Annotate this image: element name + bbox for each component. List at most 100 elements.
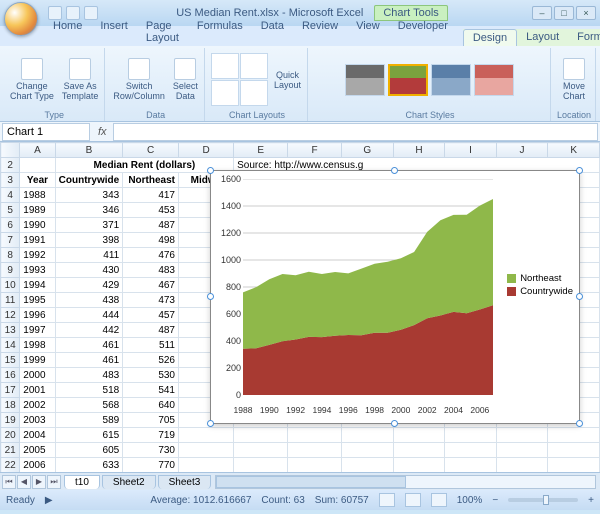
cell[interactable]: 1999: [20, 353, 55, 368]
row-header[interactable]: 14: [1, 338, 20, 353]
switch-row-col-button[interactable]: Switch Row/Column: [111, 56, 167, 103]
cell[interactable]: 473: [123, 293, 179, 308]
view-pagebreak-button[interactable]: [431, 493, 447, 507]
select-data-button[interactable]: Select Data: [171, 56, 200, 103]
chart-style-swatch[interactable]: [345, 64, 385, 96]
zoom-thumb[interactable]: [543, 495, 549, 505]
row-header[interactable]: 11: [1, 293, 20, 308]
cell[interactable]: 483: [123, 263, 179, 278]
zoom-out-button[interactable]: −: [492, 495, 498, 506]
cell[interactable]: 1990: [20, 218, 55, 233]
row-header[interactable]: 18: [1, 398, 20, 413]
column-header[interactable]: G: [341, 143, 393, 158]
row-header[interactable]: 20: [1, 428, 20, 443]
change-chart-type-button[interactable]: Change Chart Type: [8, 56, 56, 103]
row-header[interactable]: 12: [1, 308, 20, 323]
column-header[interactable]: I: [445, 143, 497, 158]
row-header[interactable]: 16: [1, 368, 20, 383]
cell[interactable]: 730: [123, 443, 179, 458]
cell[interactable]: [234, 458, 288, 473]
cell[interactable]: 1998: [20, 338, 55, 353]
cell[interactable]: 444: [55, 308, 123, 323]
row-header[interactable]: 15: [1, 353, 20, 368]
cell[interactable]: 1994: [20, 278, 55, 293]
resize-handle[interactable]: [207, 293, 214, 300]
column-header[interactable]: J: [496, 143, 548, 158]
zoom-in-button[interactable]: +: [588, 495, 594, 506]
scrollbar-thumb[interactable]: [216, 476, 405, 488]
cell[interactable]: 476: [123, 248, 179, 263]
layout-swatch[interactable]: [240, 53, 268, 79]
select-all-corner[interactable]: [1, 143, 20, 158]
cell[interactable]: 438: [55, 293, 123, 308]
cell[interactable]: 457: [123, 308, 179, 323]
cell[interactable]: 1997: [20, 323, 55, 338]
chart-style-swatch[interactable]: [431, 64, 471, 96]
resize-handle[interactable]: [207, 167, 214, 174]
cell[interactable]: 417: [123, 188, 179, 203]
row-header[interactable]: 7: [1, 233, 20, 248]
macro-record-icon[interactable]: ▶: [45, 495, 53, 506]
tab-nav-next[interactable]: ▶: [32, 475, 46, 489]
resize-handle[interactable]: [391, 167, 398, 174]
cell[interactable]: 640: [123, 398, 179, 413]
cell[interactable]: 487: [123, 218, 179, 233]
cell[interactable]: 633: [55, 458, 123, 473]
tab-home[interactable]: Home: [44, 18, 91, 46]
view-layout-button[interactable]: [405, 493, 421, 507]
worksheet-grid[interactable]: ABCDEFGHIJK2Median Rent (dollars)Source:…: [0, 142, 600, 472]
cell[interactable]: 343: [55, 188, 123, 203]
minimize-button[interactable]: –: [532, 6, 552, 20]
cell[interactable]: 518: [55, 383, 123, 398]
cell[interactable]: 541: [123, 383, 179, 398]
row-header[interactable]: 3: [1, 173, 20, 188]
cell[interactable]: 2006: [20, 458, 55, 473]
sheet-tab[interactable]: Sheet2: [102, 475, 156, 489]
resize-handle[interactable]: [207, 420, 214, 427]
tab-data[interactable]: Data: [252, 18, 293, 46]
cell[interactable]: 1992: [20, 248, 55, 263]
cell[interactable]: 442: [55, 323, 123, 338]
resize-handle[interactable]: [576, 420, 583, 427]
cell[interactable]: 615: [55, 428, 123, 443]
row-header[interactable]: 13: [1, 323, 20, 338]
cell[interactable]: 605: [55, 443, 123, 458]
cell[interactable]: 1989: [20, 203, 55, 218]
cell[interactable]: 2001: [20, 383, 55, 398]
tab-nav-last[interactable]: ⏭: [47, 475, 61, 489]
column-header[interactable]: D: [179, 143, 234, 158]
cell[interactable]: 2003: [20, 413, 55, 428]
cell[interactable]: 530: [123, 368, 179, 383]
embedded-chart[interactable]: 02004006008001000120014001600 1988199019…: [210, 170, 580, 424]
chart-style-swatch[interactable]: [388, 64, 428, 96]
cell[interactable]: 526: [123, 353, 179, 368]
cell[interactable]: 719: [123, 428, 179, 443]
column-header[interactable]: H: [393, 143, 445, 158]
cell[interactable]: [288, 458, 342, 473]
office-button[interactable]: [4, 2, 38, 36]
cell[interactable]: 461: [55, 353, 123, 368]
cell[interactable]: [234, 428, 288, 443]
view-normal-button[interactable]: [379, 493, 395, 507]
row-header[interactable]: 9: [1, 263, 20, 278]
column-header[interactable]: K: [548, 143, 600, 158]
resize-handle[interactable]: [576, 167, 583, 174]
zoom-slider[interactable]: [508, 498, 578, 502]
tab-nav-first[interactable]: ⏮: [2, 475, 16, 489]
row-header[interactable]: 19: [1, 413, 20, 428]
cell[interactable]: 1991: [20, 233, 55, 248]
resize-handle[interactable]: [391, 420, 398, 427]
tab-review[interactable]: Review: [293, 18, 347, 46]
layout-swatch[interactable]: [211, 80, 239, 106]
cell[interactable]: 430: [55, 263, 123, 278]
chart-style-swatch[interactable]: [474, 64, 514, 96]
cell[interactable]: 398: [55, 233, 123, 248]
cell[interactable]: 568: [55, 398, 123, 413]
cell[interactable]: 1988: [20, 188, 55, 203]
sheet-tab[interactable]: Sheet3: [158, 475, 212, 489]
tab-view[interactable]: View: [347, 18, 389, 46]
layout-swatch[interactable]: [211, 53, 239, 79]
save-template-button[interactable]: Save As Template: [60, 56, 101, 103]
cell[interactable]: 483: [55, 368, 123, 383]
tab-formulas[interactable]: Formulas: [188, 18, 252, 46]
